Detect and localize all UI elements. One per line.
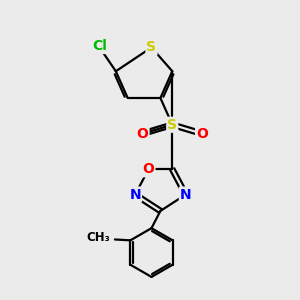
Text: N: N (180, 188, 191, 202)
Text: CH₃: CH₃ (87, 231, 110, 244)
Text: O: O (196, 127, 208, 141)
Text: O: O (142, 162, 154, 176)
Text: S: S (167, 118, 177, 132)
Text: N: N (129, 188, 141, 202)
Text: Cl: Cl (92, 39, 107, 53)
Text: S: S (146, 40, 157, 55)
Text: O: O (136, 127, 148, 141)
